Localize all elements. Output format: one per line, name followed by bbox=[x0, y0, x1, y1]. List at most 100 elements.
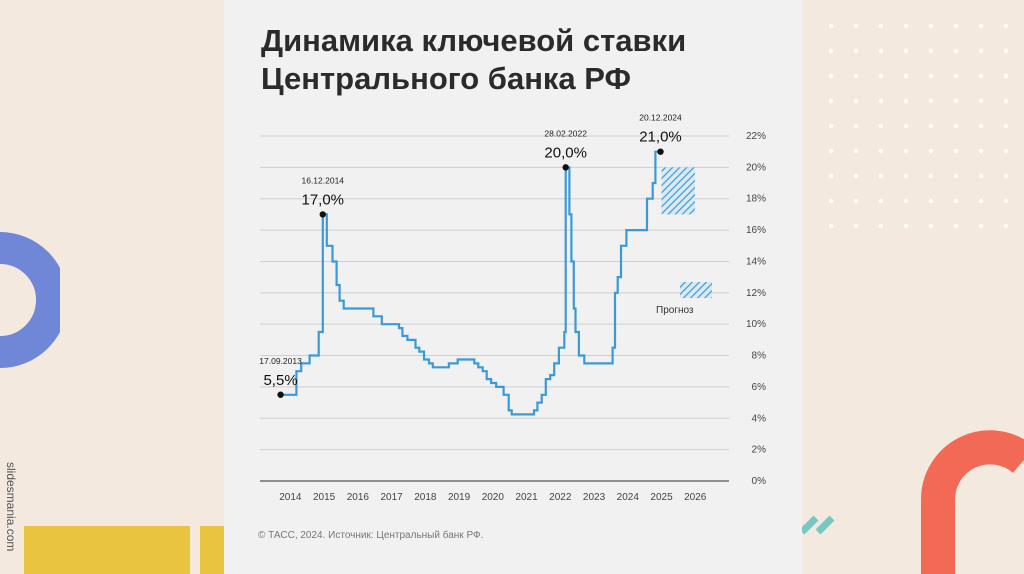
decor-dot bbox=[903, 123, 909, 129]
decor-dot bbox=[928, 48, 934, 54]
chart-title-line2: Центрального банка РФ bbox=[261, 61, 632, 96]
watermark-text: slidesmania.com bbox=[4, 462, 18, 552]
decor-dot bbox=[853, 223, 859, 229]
decor-dot bbox=[928, 198, 934, 204]
decor-dot bbox=[1003, 98, 1009, 104]
annotation-value: 21,0% bbox=[639, 129, 682, 146]
blue-ring-decoration bbox=[0, 232, 60, 368]
decor-dot bbox=[928, 98, 934, 104]
x-tick-label: 2018 bbox=[414, 492, 437, 503]
decor-dot bbox=[1003, 173, 1009, 179]
decor-dot bbox=[1003, 23, 1009, 29]
decor-dot bbox=[903, 173, 909, 179]
decor-dot bbox=[878, 98, 884, 104]
decor-dot bbox=[878, 223, 884, 229]
annotation-value: 5,5% bbox=[263, 372, 297, 389]
decor-dot bbox=[853, 23, 859, 29]
decor-dot bbox=[878, 73, 884, 79]
decor-dot bbox=[903, 148, 909, 154]
decor-dot bbox=[978, 73, 984, 79]
decor-dot bbox=[878, 148, 884, 154]
teal-chevron-decoration bbox=[802, 515, 835, 535]
chart-card: Динамика ключевой ставки Центрального ба… bbox=[224, 0, 802, 574]
decor-dot bbox=[953, 98, 959, 104]
annotation-value: 20,0% bbox=[544, 144, 587, 161]
decor-dot bbox=[828, 123, 834, 129]
source-note: © ТАСС, 2024. Источник: Центральный банк… bbox=[258, 530, 484, 541]
decor-dot bbox=[928, 23, 934, 29]
x-tick-label: 2014 bbox=[279, 492, 302, 503]
coral-arch-decoration bbox=[920, 430, 1024, 574]
chart-title: Динамика ключевой ставки Центрального ба… bbox=[261, 22, 741, 98]
x-tick-label: 2026 bbox=[684, 492, 707, 503]
decor-dot bbox=[928, 123, 934, 129]
decor-dot bbox=[878, 23, 884, 29]
decor-dot bbox=[903, 73, 909, 79]
decor-dot bbox=[1003, 223, 1009, 229]
decor-dot bbox=[953, 48, 959, 54]
annotation-point bbox=[562, 164, 569, 171]
decor-dot bbox=[978, 198, 984, 204]
forecast-range-box bbox=[661, 167, 695, 215]
decor-dot bbox=[853, 148, 859, 154]
annotation-date: 17.09.2013 bbox=[259, 356, 302, 366]
key-rate-chart: 0% 2% 4% 6% 8% 10% 12% 14% 16% 18% 20% 22% 2014 2015 2… bbox=[259, 113, 767, 503]
x-tick-label: 2021 bbox=[515, 492, 538, 503]
chart-title-line1: Динамика ключевой ставки bbox=[261, 23, 687, 58]
decor-dot bbox=[903, 23, 909, 29]
decor-dot bbox=[953, 23, 959, 29]
decor-dot bbox=[853, 123, 859, 129]
x-tick-label: 2023 bbox=[583, 492, 606, 503]
x-tick-label: 2024 bbox=[617, 492, 640, 503]
y-tick-label: 16% bbox=[746, 225, 766, 236]
decor-dot bbox=[1003, 198, 1009, 204]
yellow-block-decoration bbox=[24, 526, 190, 574]
decor-dot bbox=[978, 173, 984, 179]
forecast-legend-label: Прогноз bbox=[656, 305, 694, 316]
decor-dot bbox=[928, 223, 934, 229]
decor-dot bbox=[903, 98, 909, 104]
decor-dot bbox=[978, 223, 984, 229]
y-tick-label: 4% bbox=[752, 413, 767, 424]
x-tick-label: 2025 bbox=[650, 492, 673, 503]
decor-dot bbox=[903, 48, 909, 54]
x-tick-label: 2020 bbox=[482, 492, 505, 503]
annotation-point bbox=[657, 148, 664, 155]
decor-dot bbox=[978, 48, 984, 54]
y-tick-label: 8% bbox=[752, 351, 767, 362]
decor-dot bbox=[928, 73, 934, 79]
annotation-point bbox=[277, 391, 284, 398]
decor-dot bbox=[978, 148, 984, 154]
x-tick-label: 2015 bbox=[313, 492, 336, 503]
decor-dot bbox=[878, 173, 884, 179]
decor-dot bbox=[978, 98, 984, 104]
y-tick-label: 12% bbox=[746, 288, 766, 299]
decor-dot bbox=[953, 198, 959, 204]
decor-dot bbox=[878, 198, 884, 204]
y-tick-label: 6% bbox=[752, 382, 767, 393]
decor-dot bbox=[928, 173, 934, 179]
y-tick-label: 22% bbox=[746, 131, 766, 142]
decor-dot bbox=[853, 48, 859, 54]
decor-dot bbox=[828, 73, 834, 79]
decor-dot bbox=[1003, 123, 1009, 129]
decor-dot bbox=[903, 223, 909, 229]
x-tick-label: 2016 bbox=[347, 492, 370, 503]
decor-dot bbox=[828, 198, 834, 204]
decor-dot bbox=[878, 123, 884, 129]
decor-dot bbox=[828, 98, 834, 104]
decor-dot bbox=[953, 123, 959, 129]
decor-dot bbox=[853, 98, 859, 104]
decor-dot bbox=[828, 173, 834, 179]
y-tick-label: 0% bbox=[752, 476, 767, 487]
y-tick-label: 10% bbox=[746, 319, 766, 330]
decor-dot bbox=[828, 223, 834, 229]
x-tick-label: 2017 bbox=[380, 492, 403, 503]
annotation-date: 28.02.2022 bbox=[544, 128, 587, 138]
decor-dot bbox=[1003, 148, 1009, 154]
annotation-date: 20.12.2024 bbox=[639, 113, 682, 123]
decor-dot bbox=[853, 198, 859, 204]
y-tick-label: 18% bbox=[746, 194, 766, 205]
y-tick-label: 14% bbox=[746, 256, 766, 267]
decor-dot bbox=[978, 23, 984, 29]
